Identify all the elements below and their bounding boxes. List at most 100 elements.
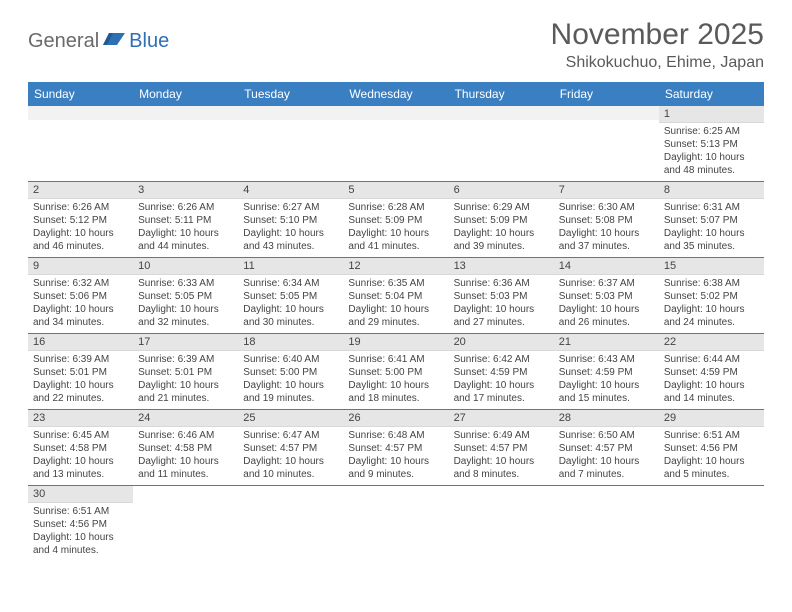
sunrise-text: Sunrise: 6:49 AM [454,429,549,442]
day-number: 7 [554,182,659,199]
week-row: 16Sunrise: 6:39 AMSunset: 5:01 PMDayligh… [28,334,764,410]
sunrise-text: Sunrise: 6:26 AM [33,201,128,214]
day-details: Sunrise: 6:33 AMSunset: 5:05 PMDaylight:… [133,275,238,333]
sunset-text: Sunset: 5:12 PM [33,214,128,227]
logo-text-general: General [28,30,99,53]
empty-daynum-bar [449,106,554,120]
day-number: 24 [133,410,238,427]
day-cell [449,486,554,562]
day-details: Sunrise: 6:47 AMSunset: 4:57 PMDaylight:… [238,427,343,485]
day-number: 17 [133,334,238,351]
day-number: 27 [449,410,554,427]
day-cell: 24Sunrise: 6:46 AMSunset: 4:58 PMDayligh… [133,410,238,486]
day-cell: 19Sunrise: 6:41 AMSunset: 5:00 PMDayligh… [343,334,448,410]
day-header: Friday [554,82,659,106]
sunset-text: Sunset: 5:00 PM [348,366,443,379]
day-header: Saturday [659,82,764,106]
day-number: 30 [28,486,133,503]
sunset-text: Sunset: 5:03 PM [559,290,654,303]
day-cell [133,106,238,182]
sunrise-text: Sunrise: 6:27 AM [243,201,338,214]
day-number: 8 [659,182,764,199]
week-row: 9Sunrise: 6:32 AMSunset: 5:06 PMDaylight… [28,258,764,334]
day-details: Sunrise: 6:34 AMSunset: 5:05 PMDaylight:… [238,275,343,333]
day-number: 26 [343,410,448,427]
daylight-text: Daylight: 10 hours and 30 minutes. [243,303,338,329]
day-cell [554,106,659,182]
day-number: 1 [659,106,764,123]
daylight-text: Daylight: 10 hours and 9 minutes. [348,455,443,481]
day-number: 10 [133,258,238,275]
sunrise-text: Sunrise: 6:51 AM [33,505,128,518]
day-cell: 1Sunrise: 6:25 AMSunset: 5:13 PMDaylight… [659,106,764,182]
day-details: Sunrise: 6:50 AMSunset: 4:57 PMDaylight:… [554,427,659,485]
day-cell: 21Sunrise: 6:43 AMSunset: 4:59 PMDayligh… [554,334,659,410]
sunset-text: Sunset: 4:56 PM [664,442,759,455]
day-number: 14 [554,258,659,275]
week-row: 2Sunrise: 6:26 AMSunset: 5:12 PMDaylight… [28,182,764,258]
empty-daynum-bar [554,106,659,120]
day-details: Sunrise: 6:27 AMSunset: 5:10 PMDaylight:… [238,199,343,257]
day-cell: 25Sunrise: 6:47 AMSunset: 4:57 PMDayligh… [238,410,343,486]
calendar-body: 1 Sunrise: 6:25 AMSunset: 5:13 PM Daylight… [28,106,764,561]
sunrise-text: Sunrise: 6:51 AM [664,429,759,442]
day-details: Sunrise: 6:45 AMSunset: 4:58 PMDaylight:… [28,427,133,485]
day-cell: 20Sunrise: 6:42 AMSunset: 4:59 PMDayligh… [449,334,554,410]
logo-text-blue: Blue [129,30,169,53]
day-details: Sunrise: 6:30 AMSunset: 5:08 PMDaylight:… [554,199,659,257]
day-cell: 30Sunrise: 6:51 AMSunset: 4:56 PMDayligh… [28,486,133,562]
daylight-text: Daylight: 10 hours and 43 minutes. [243,227,338,253]
day-header: Thursday [449,82,554,106]
daylight-text: Daylight: 10 hours and 34 minutes. [33,303,128,329]
day-details: Sunrise: 6:48 AMSunset: 4:57 PMDaylight:… [343,427,448,485]
daylight-text: Daylight: 10 hours and 19 minutes. [243,379,338,405]
day-cell [659,486,764,562]
sunset-text: Sunset: 5:00 PM [243,366,338,379]
daylight-text: Daylight: 10 hours and 11 minutes. [138,455,233,481]
day-number: 21 [554,334,659,351]
day-cell: 26Sunrise: 6:48 AMSunset: 4:57 PMDayligh… [343,410,448,486]
empty-daynum-bar [238,106,343,120]
day-header-row: Sunday Monday Tuesday Wednesday Thursday… [28,82,764,106]
sunrise-text: Sunrise: 6:38 AM [664,277,759,290]
sunrise-text: Sunrise: 6:34 AM [243,277,338,290]
day-number: 15 [659,258,764,275]
daylight-text: Daylight: 10 hours and 32 minutes. [138,303,233,329]
day-cell: 29Sunrise: 6:51 AMSunset: 4:56 PMDayligh… [659,410,764,486]
sunset-text: Sunset: 4:59 PM [454,366,549,379]
day-details: Sunrise: 6:46 AMSunset: 4:58 PMDaylight:… [133,427,238,485]
sunrise-text: Sunrise: 6:35 AM [348,277,443,290]
sunset-text: Sunset: 5:01 PM [138,366,233,379]
day-header: Tuesday [238,82,343,106]
day-cell: 3Sunrise: 6:26 AMSunset: 5:11 PMDaylight… [133,182,238,258]
day-number: 6 [449,182,554,199]
sunrise-text: Sunrise: 6:45 AM [33,429,128,442]
month-title: November 2025 [551,18,764,52]
sunset-text: Sunset: 5:05 PM [138,290,233,303]
day-number: 13 [449,258,554,275]
day-details: Sunrise: 6:44 AMSunset: 4:59 PMDaylight:… [659,351,764,409]
day-cell: 5Sunrise: 6:28 AMSunset: 5:09 PMDaylight… [343,182,448,258]
sunrise-text: Sunrise: 6:29 AM [454,201,549,214]
daylight-text: Daylight: 10 hours and 46 minutes. [33,227,128,253]
daylight-text: Daylight: 10 hours and 22 minutes. [33,379,128,405]
sunrise-text: Sunrise: 6:30 AM [559,201,654,214]
sunset-text: Sunset: 4:56 PM [33,518,128,531]
daylight-text: Daylight: 10 hours and 13 minutes. [33,455,128,481]
daylight-text: Daylight: 10 hours and 37 minutes. [559,227,654,253]
day-cell: 11Sunrise: 6:34 AMSunset: 5:05 PMDayligh… [238,258,343,334]
sunset-text: Sunset: 5:09 PM [348,214,443,227]
day-cell [449,106,554,182]
sunset-text: Sunset: 4:57 PM [454,442,549,455]
sunset-text: Sunset: 5:01 PM [33,366,128,379]
daylight-text: Daylight: 10 hours and 10 minutes. [243,455,338,481]
sunrise-text: Sunrise: 6:32 AM [33,277,128,290]
sunset-text: Sunset: 5:13 PM [664,138,759,151]
day-details: Sunrise: 6:49 AMSunset: 4:57 PMDaylight:… [449,427,554,485]
day-cell: 14Sunrise: 6:37 AMSunset: 5:03 PMDayligh… [554,258,659,334]
day-number: 2 [28,182,133,199]
sunrise-text: Sunrise: 6:25 AM [664,125,759,138]
day-details: Sunrise: 6:26 AMSunset: 5:12 PMDaylight:… [28,199,133,257]
day-number: 22 [659,334,764,351]
daylight-text: Daylight: 10 hours and 14 minutes. [664,379,759,405]
